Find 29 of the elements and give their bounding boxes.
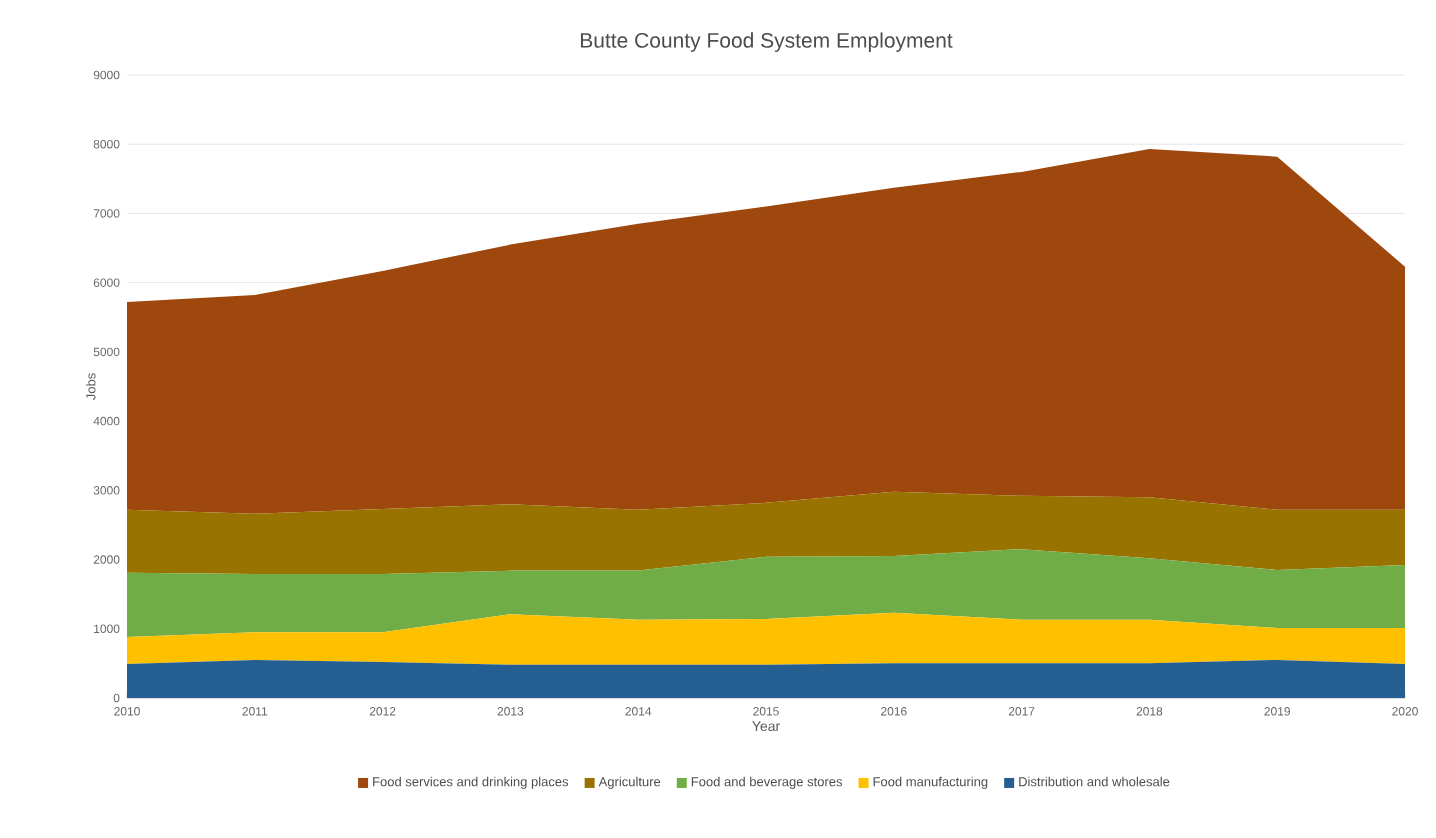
x-tick-label: 2018	[1136, 707, 1163, 716]
y-tick-label: 3000	[93, 486, 120, 495]
x-axis-title: Year	[752, 721, 780, 732]
x-tick-label: 2014	[625, 707, 652, 716]
legend-label: Food services and drinking places	[373, 776, 569, 789]
legend-label: Food and beverage stores	[691, 776, 843, 789]
y-tick-label: 2000	[93, 555, 120, 564]
x-tick-label: 2016	[881, 707, 907, 716]
y-tick-label: 4000	[93, 416, 120, 426]
y-tick-label: 7000	[93, 209, 120, 218]
x-tick-label: 2019	[1264, 707, 1290, 716]
x-tick-label: 2013	[497, 707, 524, 716]
x-tick-label: 2020	[1392, 707, 1418, 716]
y-tick-label: 6000	[93, 278, 120, 287]
x-tick-label: 2015	[753, 707, 779, 716]
x-tick-label: 2017	[1008, 707, 1035, 716]
y-tick-label: 5000	[93, 347, 120, 357]
x-tick-label: 2012	[369, 707, 396, 716]
chart-title: Butte County Food System Employment	[580, 32, 953, 52]
legend-label: Food manufacturing	[873, 776, 988, 789]
legend-label: Distribution and wholesale	[1019, 776, 1170, 787]
y-tick-label: 9000	[93, 70, 120, 80]
legend-label: Agriculture	[598, 776, 661, 789]
x-tick-label: 2011	[242, 707, 268, 716]
x-tick-label: 2010	[114, 707, 140, 716]
y-tick-label: 1000	[94, 624, 120, 634]
y-tick-label: 8000	[93, 139, 120, 149]
y-axis-title: Jobs	[85, 373, 96, 401]
y-tick-label: 0	[113, 693, 120, 703]
